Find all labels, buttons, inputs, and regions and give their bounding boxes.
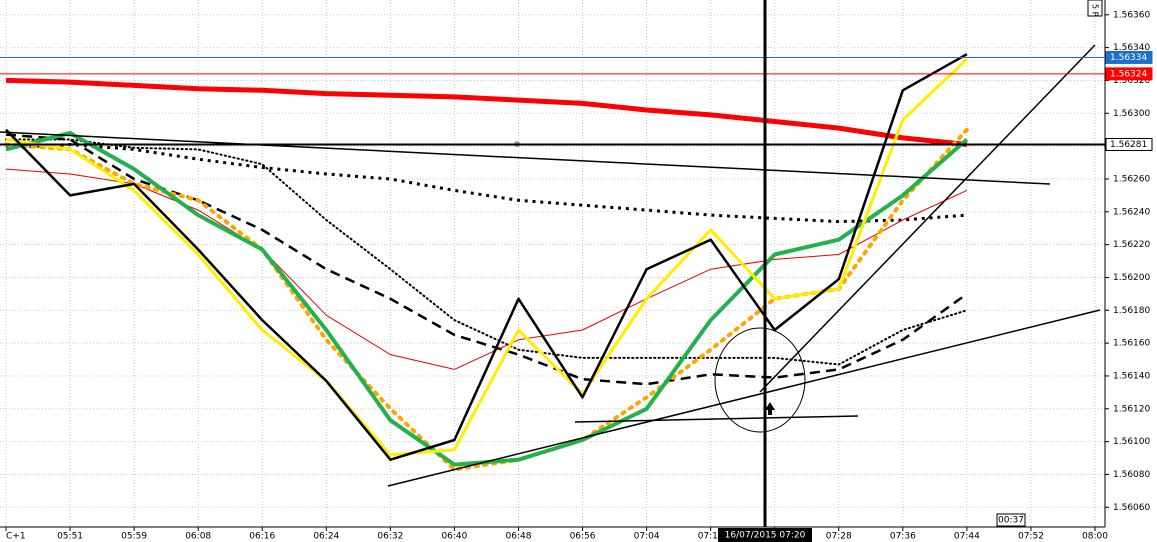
y-tick-label: 1.56140 <box>1113 371 1150 381</box>
price-tag-label: 1.56334 <box>1110 53 1147 63</box>
y-tick-label: 1.56240 <box>1113 207 1150 217</box>
corner-label: 5 P <box>1091 4 1100 17</box>
x-tick-label: 05:51 <box>57 532 83 542</box>
arrow-icon <box>765 402 775 415</box>
x-tick-label: 06:32 <box>377 532 403 542</box>
series-line <box>5 138 968 366</box>
price-tag <box>1105 50 1153 64</box>
trend-line <box>574 415 859 423</box>
corner-box <box>1087 0 1103 17</box>
x-tick-label: 07:36 <box>890 532 916 542</box>
highlight-circle <box>714 327 806 433</box>
y-tick-label: 1.56100 <box>1113 437 1150 447</box>
x-tick-label: 06:48 <box>506 532 532 542</box>
price-tag-label: 1.56324 <box>1110 69 1147 79</box>
series-line <box>5 58 968 457</box>
trend-line <box>387 309 1101 487</box>
series-line <box>5 53 968 461</box>
price-tag-label: 1.56281 <box>1110 140 1147 150</box>
x-tick-label: 07:04 <box>634 532 660 542</box>
trend-line <box>0 131 1051 185</box>
x-tick-label: 05:59 <box>121 532 147 542</box>
series-line <box>5 77 968 147</box>
y-tick-label: 1.56080 <box>1113 470 1150 480</box>
countdown-box <box>996 513 1026 527</box>
y-tick-label: 1.56060 <box>1113 503 1150 513</box>
x-tick-label: 06:16 <box>249 532 275 542</box>
y-tick-label: 1.56320 <box>1113 76 1150 86</box>
x-tick-label: 06:56 <box>570 532 596 542</box>
series-line <box>5 168 968 370</box>
trend-annotations <box>0 44 1101 487</box>
x-tick-label: 06:24 <box>313 532 339 542</box>
y-tick-label: 1.56360 <box>1113 10 1150 20</box>
x-tick-label: 06:08 <box>185 532 211 542</box>
trend-line <box>759 44 1096 393</box>
x-tick-label: 07:28 <box>826 532 852 542</box>
series-line <box>5 143 968 224</box>
price-tag <box>1105 67 1153 81</box>
y-tick-label: 1.56300 <box>1113 109 1150 119</box>
x-tick-label: C+1 <box>6 532 26 542</box>
y-tick-label: 1.56180 <box>1113 306 1150 316</box>
x-tick-label: 07:52 <box>1018 532 1044 542</box>
y-tick-label: 1.56160 <box>1113 339 1150 349</box>
y-tick-label: 1.56260 <box>1113 174 1150 184</box>
price-tag <box>1105 137 1153 151</box>
grid <box>0 0 1105 527</box>
countdown: 00:37 <box>998 516 1024 526</box>
y-tick-label: 1.56340 <box>1113 43 1150 53</box>
x-tick-label: 07:44 <box>954 532 980 542</box>
cursor-label-box <box>718 528 812 542</box>
series-layer <box>4 53 969 472</box>
cursor-label: 16/07/2015 07:20 <box>725 531 806 541</box>
y-tick-label: 1.56120 <box>1113 404 1150 414</box>
x-tick-label: 06:40 <box>441 532 467 542</box>
y-tick-label: 1.56220 <box>1113 240 1150 250</box>
x-tick-label: 07:12 <box>698 532 724 542</box>
x-tick-label: 08:00 <box>1082 532 1108 542</box>
y-tick-label: 1.56200 <box>1113 273 1150 283</box>
